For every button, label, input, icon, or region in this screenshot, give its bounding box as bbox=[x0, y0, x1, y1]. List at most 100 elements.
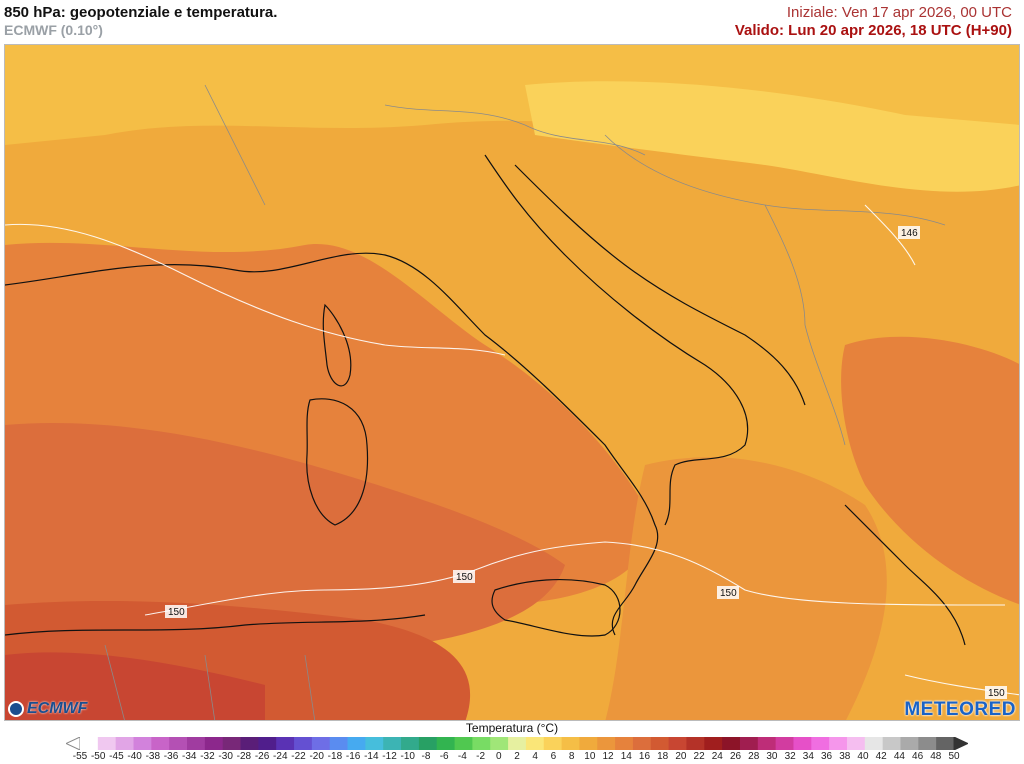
colorbar-swatch bbox=[561, 737, 580, 750]
colorbar-tick-label: -10 bbox=[400, 751, 415, 762]
ecmwf-logo: ECMWF bbox=[8, 700, 87, 718]
contour-label: 150 bbox=[720, 588, 737, 599]
temperature-map[interactable]: 146 150 150 150 150 bbox=[4, 44, 1020, 721]
ecmwf-logo-text: ECMWF bbox=[27, 700, 88, 717]
legend-title: Temperatura (°C) bbox=[465, 721, 559, 735]
colorbar-swatch bbox=[811, 737, 830, 750]
colorbar-tick-label: 38 bbox=[839, 751, 851, 762]
colorbar-tick-label: 18 bbox=[657, 751, 669, 762]
colorbar-swatch bbox=[543, 737, 563, 750]
colorbar-swatch bbox=[525, 737, 545, 750]
colorbar-tick-label: 20 bbox=[675, 751, 687, 762]
colorbar-tick-label: 8 bbox=[568, 751, 575, 762]
colorbar-swatch bbox=[418, 737, 438, 750]
corsica bbox=[322, 303, 352, 387]
contour-upper bbox=[5, 223, 506, 356]
sicily bbox=[491, 578, 621, 637]
valid-time: Valido: Lun 20 apr 2026, 18 UTC (H+90) bbox=[734, 22, 1012, 39]
colorbar-swatch bbox=[793, 737, 812, 750]
colorbar-swatch bbox=[169, 737, 188, 750]
colorbar-swatch bbox=[347, 737, 366, 750]
colorbar-ticks: -55 -50 -45 -40 -38 -36 -34 -32 -30 -28 -26 -24 -22-… bbox=[0, 751, 1024, 764]
colorbar-tick-label: 50 bbox=[948, 751, 960, 762]
colorbar-swatch bbox=[80, 737, 99, 750]
colorbar-tick-label: 48 bbox=[930, 751, 942, 762]
map-canvas: 146 150 150 150 150 bbox=[5, 45, 1019, 720]
colorbar-swatch bbox=[686, 737, 705, 750]
colorbar-tick-label: 46 bbox=[912, 751, 924, 762]
colorbar-swatch bbox=[936, 737, 955, 750]
alps-border bbox=[384, 104, 646, 156]
colorbar-swatch bbox=[276, 737, 295, 750]
colorbar-swatch bbox=[240, 737, 259, 750]
contour-label-bg bbox=[898, 226, 920, 239]
contour-label: 150 bbox=[456, 572, 473, 583]
colorbar-tick-label: 10 bbox=[584, 751, 596, 762]
contour-label-bg bbox=[453, 570, 475, 583]
init-time: Iniziale: Ven 17 apr 2026, 00 UTC bbox=[786, 4, 1012, 21]
colorbar-tick-label: 30 bbox=[766, 751, 778, 762]
colorbar-swatch bbox=[704, 737, 723, 750]
contour-label: 150 bbox=[168, 607, 185, 618]
italy-east-coast bbox=[484, 154, 749, 526]
meteored-logo: METEORED bbox=[904, 699, 1016, 720]
contour-label-bg bbox=[165, 605, 187, 618]
colorbar-swatch bbox=[615, 737, 634, 750]
contour-label-bg bbox=[985, 686, 1007, 699]
adriatic-east-coast bbox=[514, 164, 806, 406]
africa-borders bbox=[104, 644, 316, 720]
colorbar-tick-label: -6 bbox=[439, 751, 449, 762]
colorbar-swatch bbox=[151, 737, 170, 750]
colorbar-swatch bbox=[775, 737, 794, 750]
colorbar-tick-label: 32 bbox=[784, 751, 796, 762]
ionian-zone bbox=[605, 457, 887, 720]
coastlines bbox=[5, 154, 966, 646]
colorbar-swatch bbox=[294, 737, 313, 750]
colorbar-swatch bbox=[97, 737, 117, 750]
colorbar-swatch bbox=[490, 737, 509, 750]
colorbar-tick-label: 28 bbox=[748, 751, 760, 762]
greece-coast bbox=[844, 504, 966, 646]
colorbar-swatch bbox=[329, 737, 349, 750]
colorbar-tick-label: 0 bbox=[496, 751, 502, 762]
algeria-hot bbox=[5, 652, 265, 720]
colorbar-tick-label: -16 bbox=[345, 751, 361, 762]
contour-label: 150 bbox=[988, 688, 1005, 699]
colorbar-swatch bbox=[739, 737, 759, 750]
colorbar-tick-label: -40 bbox=[127, 751, 142, 762]
colorbar-tick-label: 40 bbox=[857, 751, 869, 762]
colorbar-swatch bbox=[472, 737, 491, 750]
colorbar-swatch bbox=[650, 737, 670, 750]
colorbar-swatch bbox=[900, 737, 919, 750]
colorbar-tick-label: -36 bbox=[163, 751, 179, 762]
colorbar-tick-label: -18 bbox=[327, 751, 343, 762]
colorbar-tick-label: 2 bbox=[514, 751, 520, 762]
colorbar-tick-label: 12 bbox=[602, 751, 614, 762]
colorbar-tick-label: -2 bbox=[476, 751, 486, 762]
colorbar-swatch bbox=[918, 737, 937, 750]
colorbar-swatch bbox=[882, 737, 901, 750]
france-border bbox=[204, 84, 266, 206]
colorbar-tick-label: -28 bbox=[236, 751, 252, 762]
balkan-border bbox=[764, 204, 846, 446]
colorbar-swatch bbox=[722, 737, 741, 750]
colorbar-swatch bbox=[508, 737, 527, 750]
colorbar-tick-label: -22 bbox=[291, 751, 306, 762]
header: 850 hPa: geopotenziale e temperatura. EC… bbox=[0, 0, 1024, 44]
colorbar-tick-label: -38 bbox=[145, 751, 161, 762]
colorbar-swatch bbox=[311, 737, 331, 750]
contour-label-bg bbox=[717, 586, 739, 599]
colorbar-tick-label: 14 bbox=[620, 751, 632, 762]
colorbar-max-arrow bbox=[953, 737, 968, 750]
colorbar-tick-label: 26 bbox=[729, 751, 742, 762]
colorbar-swatch bbox=[597, 737, 616, 750]
colorbar-swatch bbox=[757, 737, 777, 750]
balkan-yellow bbox=[525, 81, 1019, 192]
italy-west-coast bbox=[5, 252, 659, 636]
colorbar-swatch bbox=[187, 737, 206, 750]
colorbar-tick-label: 24 bbox=[711, 751, 723, 762]
colorbar-tick-label: 6 bbox=[550, 751, 557, 762]
colorbar-tick-label: -8 bbox=[421, 751, 431, 762]
colorbar-tick-label: -45 bbox=[109, 751, 124, 762]
colorbar-swatch bbox=[365, 737, 384, 750]
